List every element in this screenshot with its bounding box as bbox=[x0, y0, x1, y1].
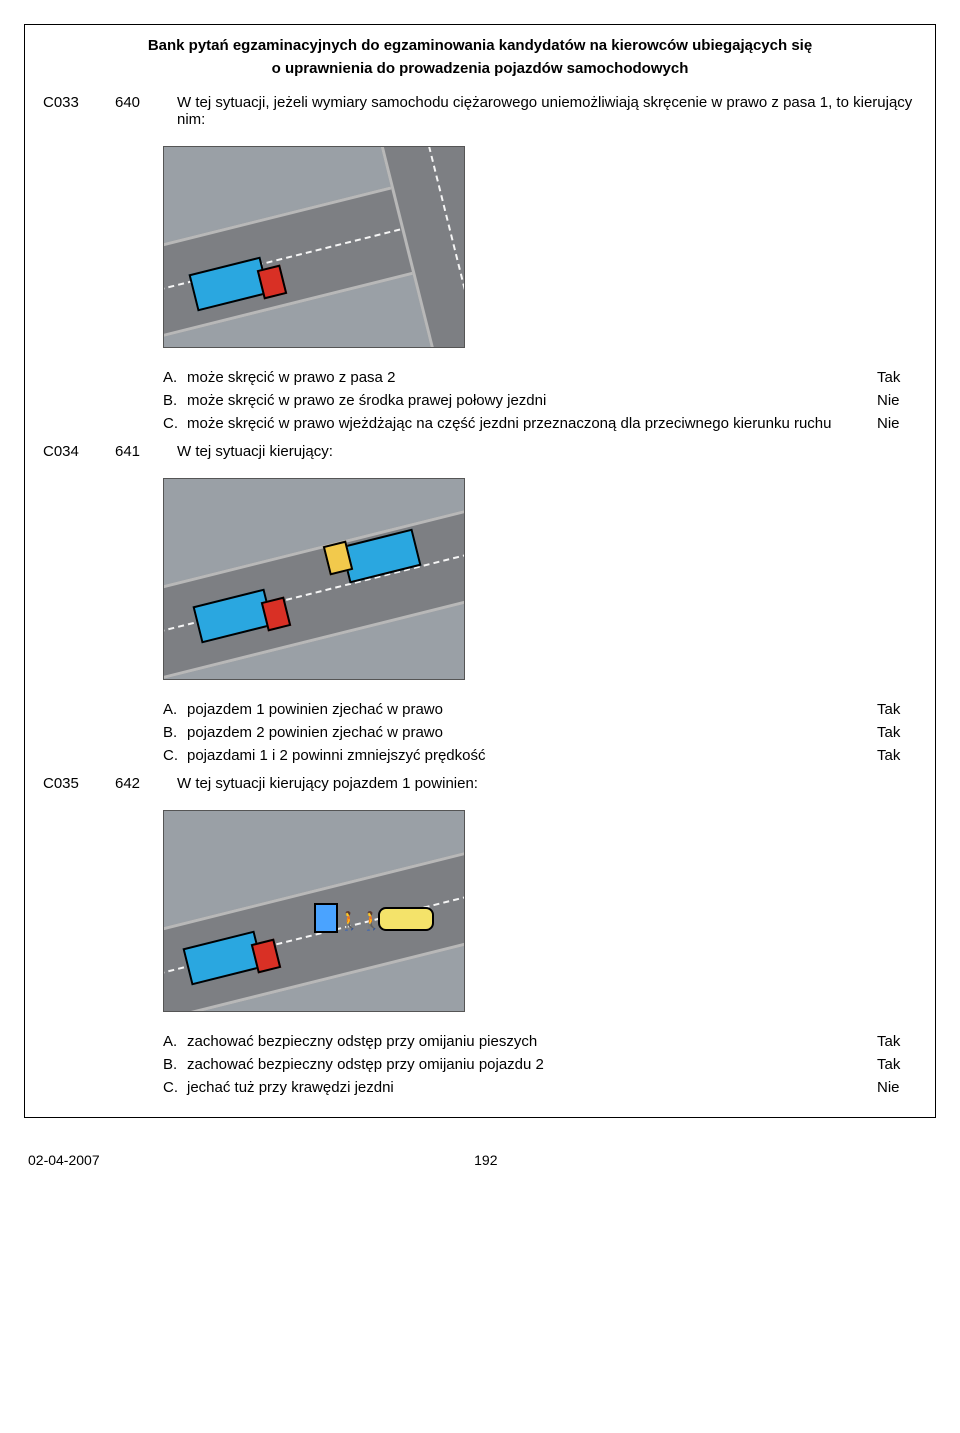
answer-row: C. może skręcić w prawo wjeżdżając na cz… bbox=[163, 412, 917, 435]
answer-row: B. może skręcić w prawo ze środka prawej… bbox=[163, 389, 917, 412]
answer-value: Nie bbox=[877, 1079, 917, 1096]
answer-letter: B. bbox=[163, 724, 187, 741]
question-text: W tej sytuacji kierujący pojazdem 1 powi… bbox=[177, 775, 917, 792]
question-number: 640 bbox=[115, 94, 155, 111]
question-image-wrap: 🚶🚶 bbox=[163, 810, 917, 1012]
question-block: C035 642 W tej sytuacji kierujący pojazd… bbox=[43, 775, 917, 1099]
header-line-2: o uprawnienia do prowadzenia pojazdów sa… bbox=[272, 60, 689, 77]
question-block: C034 641 W tej sytuacji kierujący: A. po… bbox=[43, 443, 917, 767]
answer-text: może skręcić w prawo wjeżdżając na część… bbox=[187, 415, 877, 432]
question-number: 642 bbox=[115, 775, 155, 792]
question-row: C033 640 W tej sytuacji, jeżeli wymiary … bbox=[43, 94, 917, 128]
answer-row: A. może skręcić w prawo z pasa 2 Tak bbox=[163, 366, 917, 389]
question-block: C033 640 W tej sytuacji, jeżeli wymiary … bbox=[43, 94, 917, 435]
answer-value: Tak bbox=[877, 747, 917, 764]
answer-row: C. jechać tuż przy krawędzi jezdni Nie bbox=[163, 1076, 917, 1099]
answer-value: Nie bbox=[877, 415, 917, 432]
footer-date: 02-04-2007 bbox=[28, 1152, 100, 1168]
question-code: C034 bbox=[43, 443, 93, 460]
answer-letter: C. bbox=[163, 747, 187, 764]
question-number: 641 bbox=[115, 443, 155, 460]
answers-list: A. zachować bezpieczny odstęp przy omija… bbox=[163, 1030, 917, 1099]
answer-value: Tak bbox=[877, 369, 917, 386]
answer-text: pojazdami 1 i 2 powinni zmniejszyć prędk… bbox=[187, 747, 877, 764]
answer-letter: A. bbox=[163, 369, 187, 386]
answer-letter: A. bbox=[163, 701, 187, 718]
question-image-wrap bbox=[163, 146, 917, 348]
answer-text: może skręcić w prawo z pasa 2 bbox=[187, 369, 877, 386]
answers-list: A. pojazdem 1 powinien zjechać w prawo T… bbox=[163, 698, 917, 767]
answer-letter: C. bbox=[163, 415, 187, 432]
question-text: W tej sytuacji, jeżeli wymiary samochodu… bbox=[177, 94, 917, 128]
answers-list: A. może skręcić w prawo z pasa 2 Tak B. … bbox=[163, 366, 917, 435]
question-text: W tej sytuacji kierujący: bbox=[177, 443, 917, 460]
answer-value: Tak bbox=[877, 701, 917, 718]
answer-letter: C. bbox=[163, 1079, 187, 1096]
answer-text: jechać tuż przy krawędzi jezdni bbox=[187, 1079, 877, 1096]
answer-letter: A. bbox=[163, 1033, 187, 1050]
traffic-illustration bbox=[163, 146, 465, 348]
page-title: Bank pytań egzaminacyjnych do egzaminowa… bbox=[43, 35, 917, 80]
answer-value: Tak bbox=[877, 724, 917, 741]
question-row: C034 641 W tej sytuacji kierujący: bbox=[43, 443, 917, 460]
footer-page: 192 bbox=[474, 1152, 497, 1168]
answer-value: Nie bbox=[877, 392, 917, 409]
question-code: C035 bbox=[43, 775, 93, 792]
page-footer: 02-04-2007 192 bbox=[24, 1152, 936, 1168]
question-row: C035 642 W tej sytuacji kierujący pojazd… bbox=[43, 775, 917, 792]
answer-letter: B. bbox=[163, 1056, 187, 1073]
answer-row: B. pojazdem 2 powinien zjechać w prawo T… bbox=[163, 721, 917, 744]
answer-row: B. zachować bezpieczny odstęp przy omija… bbox=[163, 1053, 917, 1076]
answer-text: pojazdem 2 powinien zjechać w prawo bbox=[187, 724, 877, 741]
footer-spacer bbox=[872, 1152, 932, 1168]
document-frame: Bank pytań egzaminacyjnych do egzaminowa… bbox=[24, 24, 936, 1118]
header-line-1: Bank pytań egzaminacyjnych do egzaminowa… bbox=[148, 37, 812, 54]
answer-text: może skręcić w prawo ze środka prawej po… bbox=[187, 392, 877, 409]
answer-row: A. zachować bezpieczny odstęp przy omija… bbox=[163, 1030, 917, 1053]
traffic-illustration: 🚶🚶 bbox=[163, 810, 465, 1012]
question-code: C033 bbox=[43, 94, 93, 111]
traffic-illustration bbox=[163, 478, 465, 680]
answer-row: A. pojazdem 1 powinien zjechać w prawo T… bbox=[163, 698, 917, 721]
question-image-wrap bbox=[163, 478, 917, 680]
answer-row: C. pojazdami 1 i 2 powinni zmniejszyć pr… bbox=[163, 744, 917, 767]
answer-value: Tak bbox=[877, 1056, 917, 1073]
answer-text: zachować bezpieczny odstęp przy omijaniu… bbox=[187, 1033, 877, 1050]
answer-value: Tak bbox=[877, 1033, 917, 1050]
answer-text: pojazdem 1 powinien zjechać w prawo bbox=[187, 701, 877, 718]
answer-letter: B. bbox=[163, 392, 187, 409]
answer-text: zachować bezpieczny odstęp przy omijaniu… bbox=[187, 1056, 877, 1073]
